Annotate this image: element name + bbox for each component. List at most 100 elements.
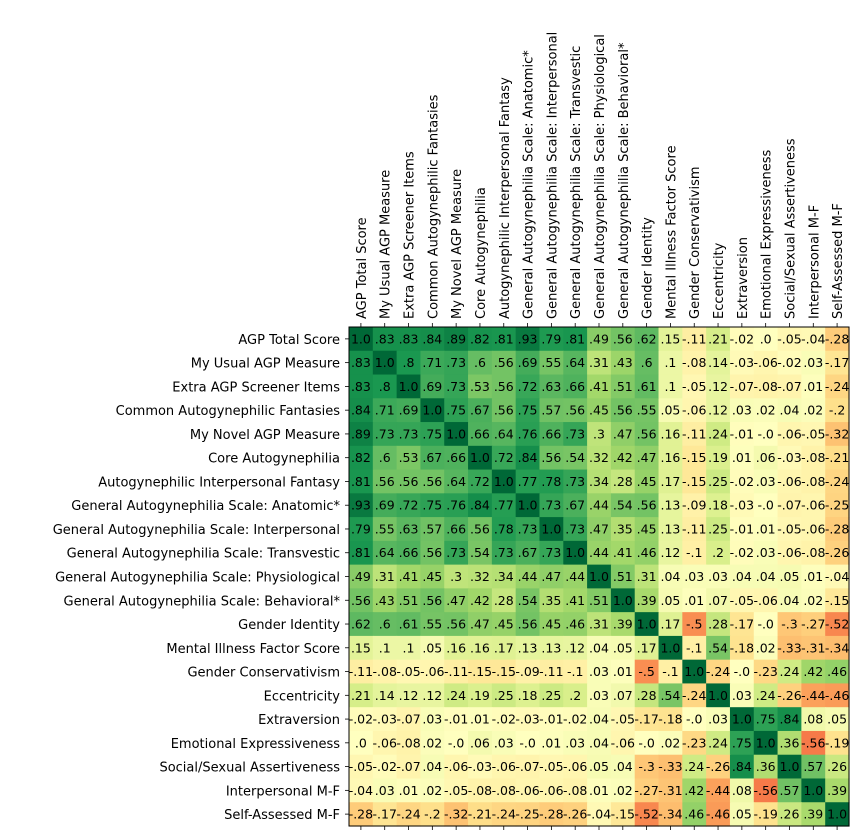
cell-value-label: -.24 <box>682 688 706 703</box>
heatmap-cell <box>777 588 802 613</box>
cell-value-label: .01 <box>732 450 752 465</box>
heatmap-cell <box>587 564 612 589</box>
cell-value-label: .77 <box>494 498 514 513</box>
heatmap-cell <box>396 540 422 566</box>
cell-value-label: -.15 <box>825 593 849 608</box>
heatmap-cell <box>420 564 445 589</box>
heatmap-cell <box>634 683 660 708</box>
heatmap-cell <box>706 350 731 376</box>
heatmap-cell <box>515 588 541 613</box>
cell-value-label: .84 <box>518 450 538 465</box>
cell-value-label: 1.0 <box>375 355 395 370</box>
cell-value-label: -.2 <box>829 403 845 418</box>
cell-value-label: .53 <box>399 450 419 465</box>
heatmap-cell <box>420 469 445 494</box>
heatmap-cell <box>444 422 469 447</box>
heatmap-cell <box>420 374 445 399</box>
cell-value-label: -.28 <box>349 807 373 822</box>
heatmap-cell <box>468 588 493 613</box>
heatmap-cell <box>420 517 445 542</box>
cell-value-label: .66 <box>399 545 419 560</box>
cell-value-label: .01 <box>756 521 776 536</box>
cell-value-label: .17 <box>660 474 680 489</box>
heatmap-cell <box>539 374 564 399</box>
x-tick-label: General Autogynephilia Scale: Interperso… <box>545 32 560 319</box>
cell-value-label: .62 <box>637 331 657 346</box>
x-tick-label: Self-Assessed M-F <box>831 203 846 319</box>
heatmap-cell <box>682 445 707 471</box>
cell-value-label: .24 <box>446 688 466 703</box>
cell-value-label: .25 <box>541 688 561 703</box>
heatmap-cell <box>491 588 517 613</box>
cell-value-label: .05 <box>780 569 800 584</box>
heatmap-cell <box>729 754 755 780</box>
heatmap-cell <box>468 659 493 685</box>
heatmap-cell <box>777 778 802 803</box>
heatmap-cell <box>825 469 850 494</box>
cell-value-label: .08 <box>732 783 752 798</box>
heatmap-cell <box>444 730 469 756</box>
cell-value-label: -.28 <box>539 807 563 822</box>
cell-value-label: .41 <box>589 379 609 394</box>
y-tick-label: Social/Sexual Assertiveness <box>159 761 340 776</box>
cell-value-label: -.17 <box>634 712 658 727</box>
cell-value-label: .56 <box>375 474 395 489</box>
heatmap-cell <box>587 350 612 376</box>
heatmap-cell <box>444 350 469 376</box>
cell-value-label: .84 <box>470 498 490 513</box>
heatmap-cell <box>753 659 779 685</box>
heatmap-cell <box>706 802 731 827</box>
heatmap-cell <box>372 398 398 423</box>
heatmap-cell <box>658 374 683 399</box>
heatmap-cell <box>491 327 517 352</box>
cell-value-label: .26 <box>827 759 847 774</box>
heatmap-cell <box>777 493 802 518</box>
heatmap-cell <box>349 588 374 613</box>
cell-value-label: .56 <box>613 403 633 418</box>
cell-value-label: -.11 <box>682 426 706 441</box>
x-tick-label: My Usual AGP Measure <box>379 170 394 319</box>
cell-value-label: .15 <box>351 640 371 655</box>
y-tick-label: General Autogynephilia Scale: Behavioral… <box>64 594 341 609</box>
cell-value-label: -.21 <box>825 450 849 465</box>
heatmap-cell <box>706 517 731 542</box>
heatmap-cell <box>777 350 802 376</box>
cell-value-label: .06 <box>470 735 490 750</box>
heatmap-cell <box>396 445 422 471</box>
cell-value-label: 1.0 <box>589 569 609 584</box>
heatmap-cell <box>825 540 850 566</box>
cell-value-label: .56 <box>637 498 657 513</box>
heatmap-cell <box>801 469 826 494</box>
cell-value-label: -.0 <box>638 735 654 750</box>
cell-value-label: -.01 <box>539 712 563 727</box>
cell-value-label: 1.0 <box>637 617 657 632</box>
cell-value-label: .67 <box>422 450 442 465</box>
heatmap-cell <box>706 612 731 637</box>
heatmap-cell <box>420 730 445 756</box>
heatmap-cell <box>444 374 469 399</box>
heatmap-cell <box>372 683 398 708</box>
heatmap-cell <box>587 683 612 708</box>
heatmap-cell <box>396 612 422 637</box>
cell-value-label: .04 <box>660 569 680 584</box>
heatmap-cell <box>706 445 731 471</box>
cell-value-label: -.04 <box>825 569 849 584</box>
heatmap-cell <box>825 659 850 685</box>
cell-value-label: -.0 <box>686 712 702 727</box>
cell-value-label: .73 <box>565 521 585 536</box>
heatmap-cell <box>610 445 636 471</box>
heatmap-cell <box>634 564 660 589</box>
cell-value-label: .0 <box>760 331 772 346</box>
cell-value-label: .56 <box>494 355 514 370</box>
cell-value-label: -.06 <box>611 735 635 750</box>
heatmap-cell <box>420 683 445 708</box>
heatmap-cell <box>515 730 541 756</box>
heatmap-cell <box>563 350 588 376</box>
cell-value-label: .83 <box>351 379 371 394</box>
heatmap-cell <box>658 422 683 447</box>
cell-value-label: -.03 <box>730 355 754 370</box>
cell-value-label: -.06 <box>444 759 468 774</box>
cell-value-label: -.06 <box>777 426 801 441</box>
cell-value-label: .01 <box>613 664 633 679</box>
heatmap-cell <box>349 730 374 756</box>
